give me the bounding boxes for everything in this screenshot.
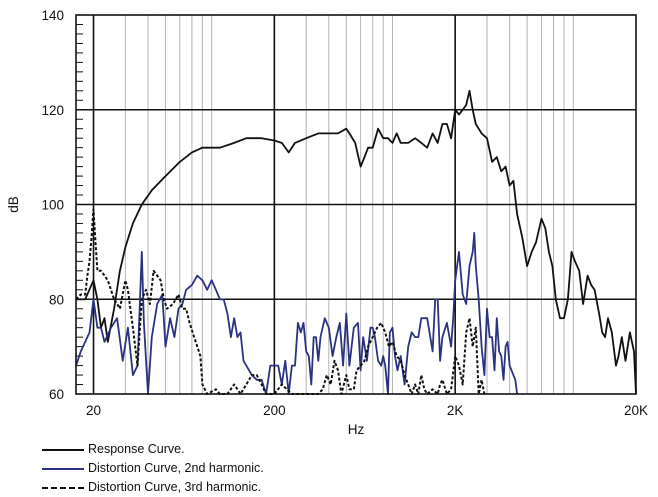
y-axis-title: dB <box>6 196 21 213</box>
series-line-3 <box>75 208 486 395</box>
legend-item-response: Response Curve. <box>42 440 264 459</box>
x-axis-title: Hz <box>348 422 365 437</box>
legend-swatch-3rd-harmonic <box>42 486 84 489</box>
y-tick-label: 140 <box>41 8 64 23</box>
x-tick-label: 200 <box>263 403 286 418</box>
x-tick-label: 20K <box>624 403 648 418</box>
y-tick-label: 60 <box>49 387 64 402</box>
x-tick-label: 2K <box>447 403 464 418</box>
legend-label-3rd-harmonic: Distortion Curve, 3rd harmonic. <box>88 480 261 494</box>
major-gridlines <box>76 15 636 394</box>
legend-label-2nd-harmonic: Distortion Curve, 2nd harmonic. <box>88 461 264 475</box>
plot-frame <box>75 14 637 395</box>
series-line-2 <box>75 231 518 395</box>
series-line-1 <box>76 89 637 395</box>
legend-item-2nd-harmonic: Distortion Curve, 2nd harmonic. <box>42 459 264 478</box>
chart-legend: Response Curve. Distortion Curve, 2nd ha… <box>42 440 264 497</box>
y-tick-label: 100 <box>41 198 64 213</box>
legend-label-response: Response Curve. <box>88 442 185 456</box>
y-axis-tick-labels: 60 80 100 120 140 <box>41 8 64 402</box>
series-layer <box>75 89 637 395</box>
legend-item-3rd-harmonic: Distortion Curve, 3rd harmonic. <box>42 478 264 497</box>
legend-swatch-response <box>42 448 84 451</box>
y-tick-label: 80 <box>49 292 64 307</box>
x-tick-label: 20 <box>86 403 101 418</box>
x-axis-tick-labels: 20 200 2K 20K <box>86 403 648 418</box>
y-tick-label: 120 <box>41 103 64 118</box>
legend-swatch-2nd-harmonic <box>42 467 84 470</box>
